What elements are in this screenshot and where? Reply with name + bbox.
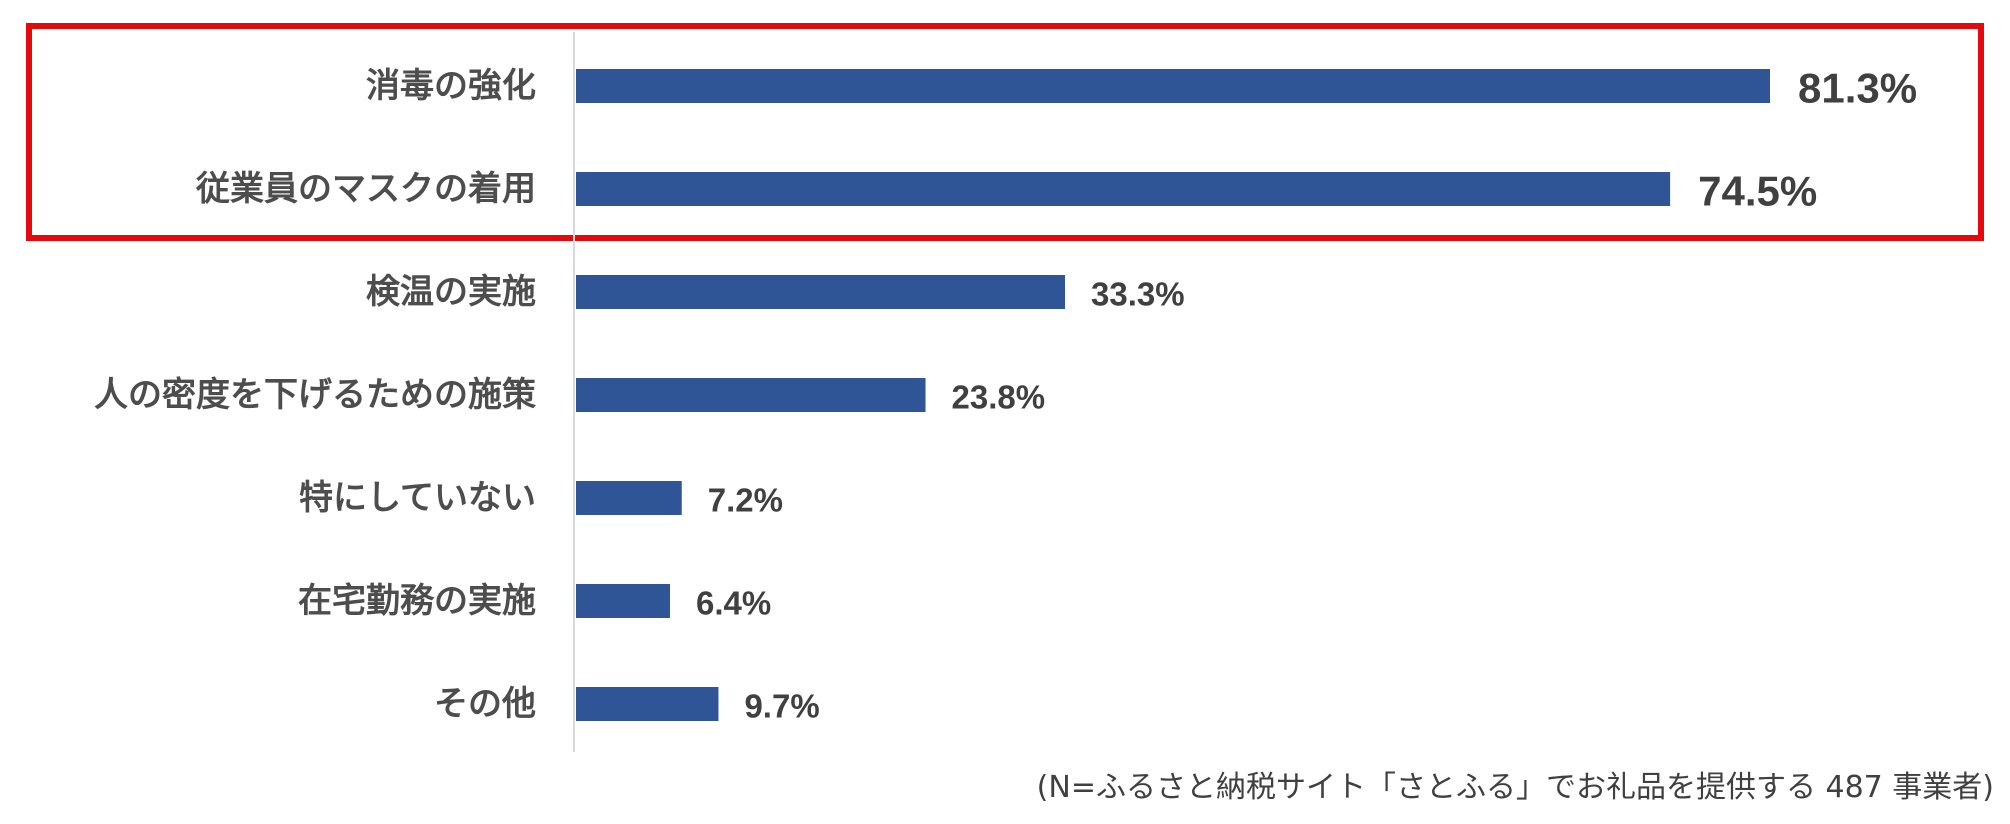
value-label: 33.3% — [1091, 276, 1185, 313]
bar — [576, 584, 670, 618]
value-label: 81.3% — [1798, 65, 1917, 112]
value-label: 9.7% — [744, 688, 819, 725]
value-labels: 81.3% 74.5% 33.3% 23.8% 7.2% 6.4% 9.7% — [696, 65, 1917, 725]
category-label: 消毒の強化 — [366, 66, 536, 106]
category-label: 検温の実施 — [366, 272, 536, 312]
bar — [576, 378, 926, 412]
bar — [576, 275, 1066, 309]
bar — [576, 481, 682, 515]
bars — [576, 69, 1770, 721]
value-label: 74.5% — [1698, 168, 1817, 215]
category-labels: 消毒の強化従業員のマスクの着用検温の実施人の密度を下げるための施策特にしていない… — [94, 66, 536, 724]
value-label: 7.2% — [708, 482, 783, 519]
bar — [576, 69, 1770, 103]
bar — [576, 687, 719, 721]
category-label: その他 — [434, 684, 536, 724]
sample-note: (N=ふるさと納税サイト「さとふる」でお礼品を提供する 487 事業者) — [1036, 770, 1994, 805]
bar — [576, 172, 1671, 206]
value-label: 6.4% — [696, 585, 771, 622]
category-label: 従業員のマスクの着用 — [195, 169, 536, 209]
category-label: 特にしていない — [299, 478, 536, 518]
highlight-box — [26, 23, 1984, 241]
category-label: 人の密度を下げるための施策 — [94, 375, 536, 415]
value-label: 23.8% — [952, 379, 1046, 416]
category-label: 在宅勤務の実施 — [298, 581, 536, 621]
